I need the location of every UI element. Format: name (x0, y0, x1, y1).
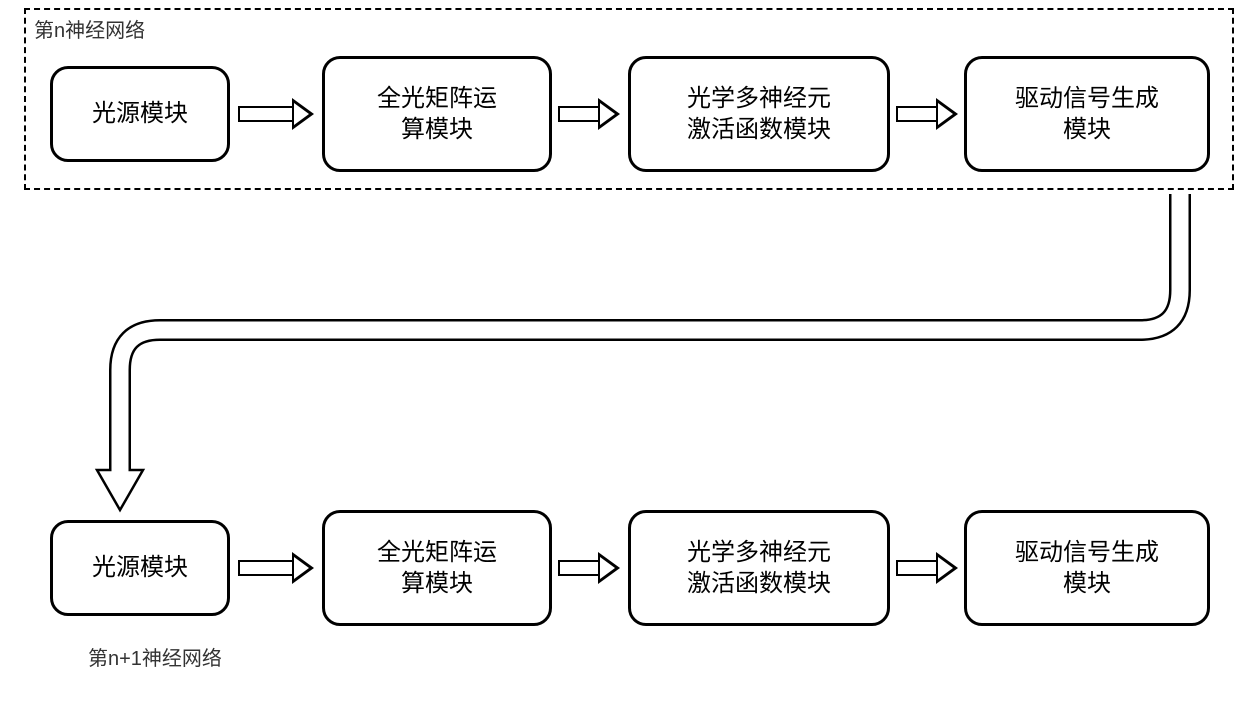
group-label-n1: 第n+1神经网络 (88, 642, 222, 671)
diagram-canvas: 第n神经网络 光源模块 全光矩阵运算模块 光学多神经元激活函数模块 驱动信号生成… (0, 0, 1257, 703)
connector-arrow-icon (0, 0, 1257, 703)
